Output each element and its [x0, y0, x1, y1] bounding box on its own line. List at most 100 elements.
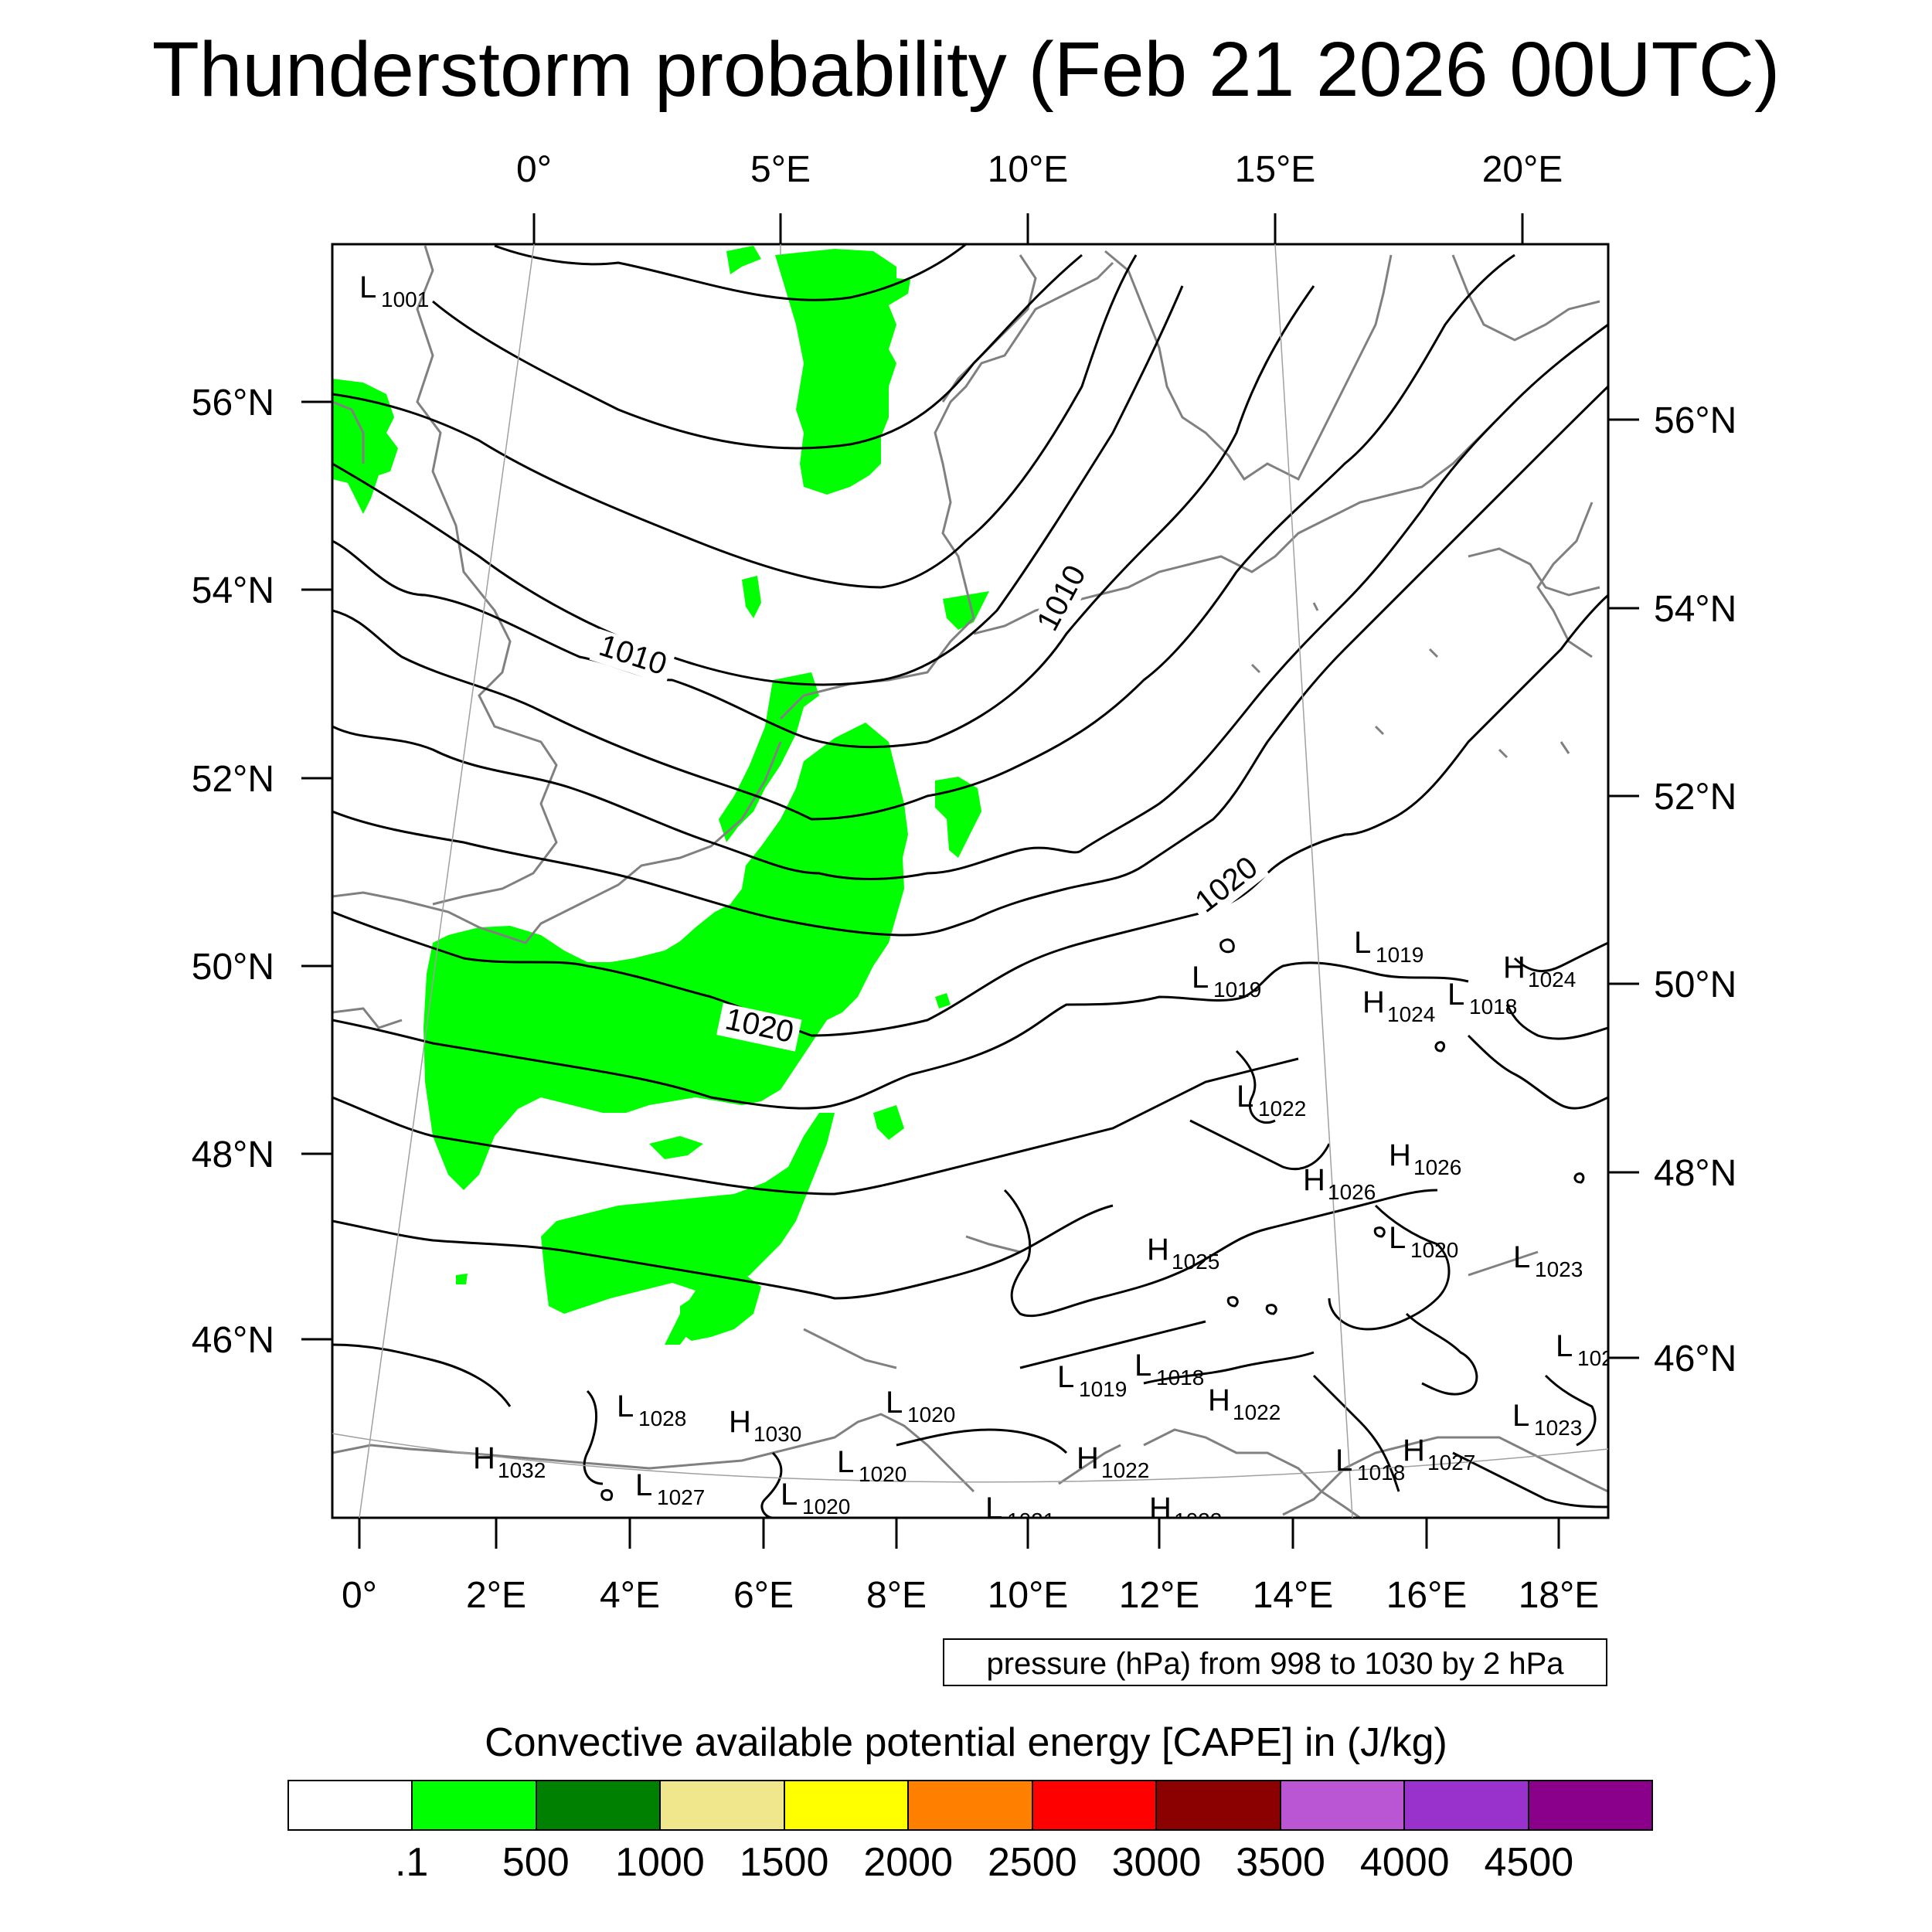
pressure-center-value: 1018	[1357, 1461, 1405, 1485]
bottom-lon-label: 10°E	[988, 1575, 1069, 1616]
pressure-center-type: L	[781, 1478, 798, 1512]
right-lat-label: 52°N	[1654, 777, 1736, 818]
pressure-center-type: L	[1512, 1399, 1529, 1433]
pressure-center-value: 1022	[1174, 1509, 1222, 1532]
pressure-center-value: 1023	[1534, 1416, 1582, 1440]
colorbar-title: Convective available potential energy [C…	[485, 1720, 1447, 1765]
isobar-4	[332, 285, 1184, 686]
colorbar-swatch	[536, 1781, 662, 1829]
coastline-speck-3	[1374, 725, 1385, 736]
cape-area-netherlands	[719, 672, 819, 842]
bottom-lon-label: 14°E	[1253, 1575, 1334, 1616]
coastline-speck-6	[1560, 741, 1570, 754]
isobar-3	[332, 254, 1138, 589]
top-lon-label: 0°	[516, 149, 552, 190]
pressure-center-type: H	[1147, 1233, 1169, 1267]
coastline-italy-west	[1058, 1444, 1121, 1485]
pressure-center-value: 1020	[859, 1462, 906, 1486]
right-lat-labels: 56°N 54°N 52°N 50°N 48°N 46°N	[1654, 400, 1736, 1379]
cape-area-north-small	[726, 246, 761, 274]
pressure-center-value: 1027	[1427, 1451, 1475, 1475]
isobar-16	[1235, 1049, 1276, 1124]
pressure-center-value: 1022	[1258, 1097, 1306, 1121]
right-lat-label: 56°N	[1654, 400, 1736, 441]
isobar-closed-5	[1226, 1296, 1239, 1308]
pressure-center-value: 1030	[753, 1422, 801, 1446]
coastlines	[332, 245, 1608, 1518]
left-lat-label: 56°N	[192, 383, 274, 423]
parallel-45n	[332, 1433, 1609, 1483]
isobar-29	[1544, 1374, 1597, 1447]
colorbar-label: 4000	[1359, 1840, 1450, 1885]
isobar-15	[1189, 1119, 1331, 1171]
left-lat-label: 52°N	[192, 759, 274, 800]
colorbar-labels: .1 500 1000 1500 2000 2500 3000 3500 4000 4500	[287, 1835, 1653, 1889]
colorbar-swatch	[784, 1781, 910, 1829]
pressure-center-type: L	[1134, 1349, 1151, 1383]
pressure-center-type: H	[1208, 1383, 1230, 1417]
top-lon-label: 15°E	[1235, 149, 1316, 190]
cape-area-germany-small	[742, 576, 761, 618]
pressure-center-type: H	[1077, 1441, 1099, 1475]
meridian-0	[359, 243, 535, 1519]
pressure-center-value: 1024	[1387, 1002, 1435, 1026]
pressure-center-type: H	[473, 1441, 495, 1475]
graticule	[332, 243, 1609, 1519]
coastline-finland-gulf	[1451, 254, 1600, 342]
pressure-center-type: L	[1447, 978, 1464, 1012]
colorbar-swatch	[1405, 1781, 1529, 1829]
isobar-2	[432, 253, 1083, 450]
isobar-25	[1312, 1374, 1400, 1492]
coastline-ireland-edge	[332, 400, 365, 464]
isobar-13	[332, 1343, 512, 1407]
bottom-lon-label: 8°E	[866, 1575, 927, 1616]
coastline-east-europe	[1282, 1436, 1608, 1516]
pressure-center-type: H	[1149, 1492, 1172, 1526]
pressure-center-value: 1018	[1469, 995, 1517, 1019]
cape-area-denmark	[943, 591, 989, 630]
bottom-lon-labels: 0° 2°E 4°E 6°E 8°E 10°E 12°E 14°E 16°E 1…	[342, 1575, 1599, 1616]
pressure-center-value: 1021	[1007, 1509, 1055, 1532]
isobar-23	[1019, 1320, 1206, 1369]
pressure-center-type: L	[1057, 1360, 1074, 1394]
cape-area-south-4	[649, 1136, 703, 1159]
left-lat-label: 50°N	[192, 947, 274, 988]
pressure-center-value: 1027	[657, 1485, 705, 1509]
isobar-18	[1405, 1312, 1478, 1396]
colorbar-label: 1000	[615, 1840, 705, 1885]
colorbar-label: 3000	[1111, 1840, 1202, 1885]
colorbar-swatch	[909, 1781, 1033, 1829]
pressure-center-value: 1022	[1233, 1400, 1281, 1424]
colorbar	[287, 1780, 1653, 1831]
isobar-26	[1452, 1451, 1608, 1509]
isobar-closed-7	[1573, 1172, 1585, 1184]
map-title: Thunderstorm probability (Feb 21 2026 00…	[151, 26, 1781, 113]
coastline-lake-2	[965, 1235, 1021, 1253]
colorbar-label: 4500	[1484, 1840, 1574, 1885]
pressure-center-value: 1028	[638, 1406, 686, 1430]
coastline-speck-2	[1428, 648, 1439, 658]
isobar-closed-1	[1219, 938, 1235, 954]
pressure-center-type: L	[985, 1492, 1002, 1526]
pressure-center-value: 1032	[498, 1458, 546, 1482]
isobar-21	[1513, 941, 1608, 973]
colorbar-swatch	[289, 1781, 413, 1829]
isobar-24	[1143, 1351, 1315, 1385]
pressure-center-value: 1018	[1156, 1366, 1204, 1389]
colorbar-swatch	[1157, 1781, 1281, 1829]
cape-area-south-1	[541, 1113, 835, 1345]
colorbar-label: .1	[394, 1840, 429, 1885]
coastline-lake-3	[1468, 1250, 1539, 1277]
cape-area-south-2	[680, 1275, 761, 1341]
coastline-east-baltic	[1536, 502, 1594, 658]
pressure-center-type: L	[359, 270, 376, 304]
pressure-center-type: L	[635, 1468, 652, 1502]
isobar-28	[760, 1451, 783, 1518]
pressure-center-type: H	[1389, 1138, 1411, 1172]
colorbar-label: 2500	[987, 1840, 1077, 1885]
cape-areas	[332, 246, 989, 1345]
isobars	[332, 244, 1608, 1518]
right-lat-label: 46°N	[1654, 1338, 1736, 1379]
isobar-8	[332, 385, 1608, 937]
